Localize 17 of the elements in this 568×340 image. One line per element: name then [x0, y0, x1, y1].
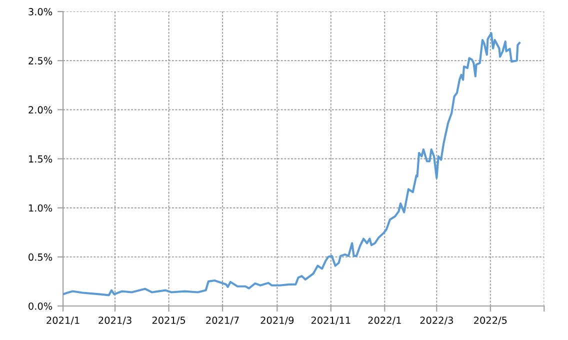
x-tick-label: 2021/9: [260, 316, 294, 325]
y-tick-label: 1.5%: [29, 155, 52, 163]
y-tick-label: 2.5%: [28, 57, 52, 64]
y-tick-label: 1.0%: [29, 204, 52, 212]
x-tick-label: 2021/7: [206, 316, 239, 325]
x-tick-label: 2022/3: [420, 316, 453, 325]
y-tick-label: 3.0%: [28, 8, 52, 16]
line-series: [63, 32, 521, 296]
y-tick-label: 2.0%: [28, 106, 52, 114]
x-tick-label: 2021/1: [46, 316, 80, 325]
x-tick-label: 2022/1: [368, 316, 401, 325]
y-tick-label: 0.5%: [28, 253, 52, 261]
x-tick-label: 2021/5: [152, 316, 186, 325]
y-tick-label: 0.0%: [28, 302, 52, 310]
x-tick-label: 2022/5: [474, 316, 507, 325]
x-tick-label: 2021/11: [311, 316, 350, 325]
x-tick-label: 2021/3: [98, 316, 132, 325]
